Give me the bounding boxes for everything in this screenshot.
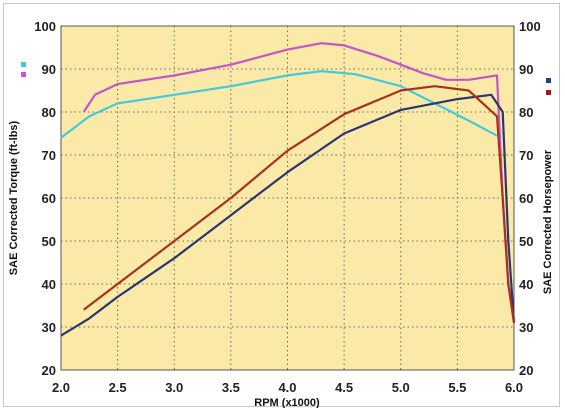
x-tick-label: 5.0: [392, 380, 410, 395]
x-tick-label: 6.0: [505, 380, 523, 395]
series-line-3: [60, 93, 516, 337]
left-y-tick-label: 50: [42, 234, 56, 249]
x-tick-label: 4.5: [335, 380, 353, 395]
left-y-tick-label: 20: [42, 363, 56, 378]
dyno-chart: 2.0 2.5 3.0 3.5 4.0 4.5 5.0 5.5 6.0 20 30 40 50 60 70…: [8, 19, 554, 408]
series-lines: [60, 42, 516, 337]
x-tick-label: 5.5: [448, 380, 466, 395]
right-y-tick-label: 50: [519, 234, 533, 249]
left-y-tick-label: 30: [42, 320, 56, 335]
x-tick-label: 2.0: [52, 380, 70, 395]
series-line-1: [60, 69, 498, 139]
legend-marker-left-2: [21, 72, 26, 77]
x-tick-labels: 2.0 2.5 3.0 3.5 4.0 4.5 5.0 5.5 6.0: [52, 380, 523, 395]
right-y-tick-label: 90: [519, 62, 533, 77]
left-y-tick-label: 60: [42, 191, 56, 206]
left-y-tick-label: 90: [42, 62, 56, 77]
chart-frame: 2.0 2.5 3.0 3.5 4.0 4.5 5.0 5.5 6.0 20 30 40 50 60 70…: [3, 3, 560, 408]
series-line-2: [82, 42, 516, 323]
x-tick-label: 2.5: [109, 380, 127, 395]
legend-marker-right-1: [546, 78, 551, 83]
right-y-tick-labels: 20 30 40 50 60 70 80 90 100: [519, 19, 541, 378]
x-tick-label: 3.5: [222, 380, 240, 395]
right-y-tick-label: 60: [519, 191, 533, 206]
x-axis-title: RPM (x1000): [254, 397, 320, 408]
right-y-tick-label: 40: [519, 277, 533, 292]
left-y-axis-title: SAE Corrected Torque (ft-lbs): [8, 120, 20, 275]
legend-markers: [21, 62, 551, 95]
legend-marker-left-1: [21, 62, 26, 67]
left-y-tick-label: 100: [34, 19, 56, 34]
left-y-tick-label: 80: [42, 105, 56, 120]
left-y-tick-labels: 20 30 40 50 60 70 80 90 100: [34, 19, 56, 378]
legend-marker-right-2: [546, 90, 551, 95]
left-y-tick-label: 40: [42, 277, 56, 292]
right-y-tick-label: 20: [519, 363, 533, 378]
right-y-tick-label: 100: [519, 19, 541, 34]
right-y-tick-label: 70: [519, 148, 533, 163]
right-y-axis-title: SAE Corrected Horsepower: [542, 149, 554, 294]
x-tick-label: 3.0: [165, 380, 183, 395]
right-y-tick-label: 30: [519, 320, 533, 335]
x-tick-label: 4.0: [278, 380, 296, 395]
left-y-tick-label: 70: [42, 148, 56, 163]
right-y-tick-label: 80: [519, 105, 533, 120]
series-line-4: [83, 85, 516, 323]
